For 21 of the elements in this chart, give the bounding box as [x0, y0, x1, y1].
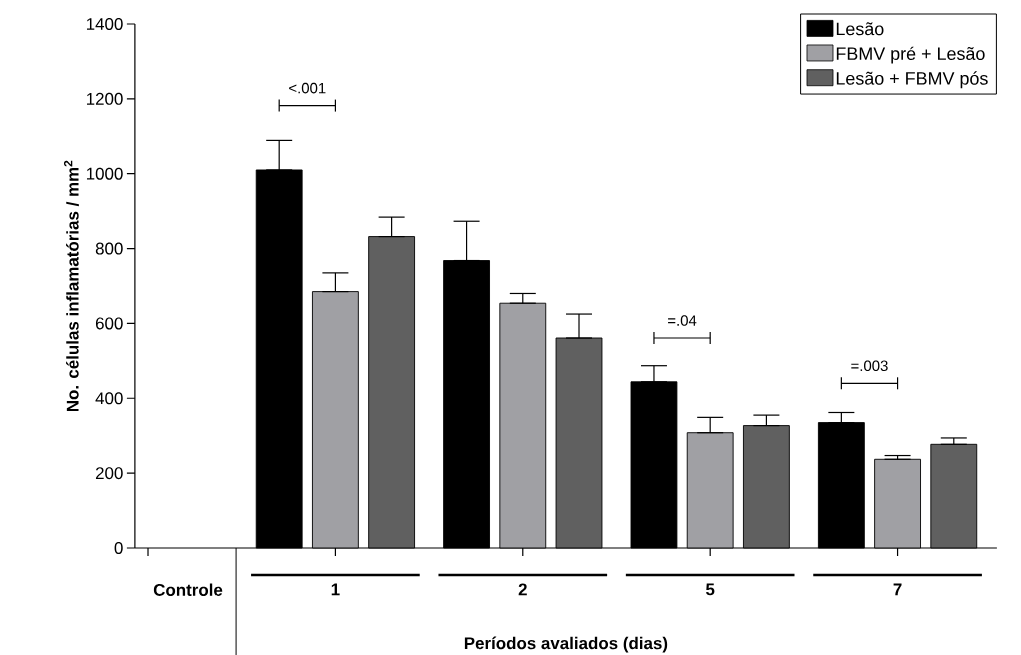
- y-tick-label: 800: [95, 242, 123, 255]
- x-tick-label: 5: [705, 583, 715, 596]
- legend-label: Lesão + FBMV pós: [836, 71, 988, 89]
- x-tick-label: 7: [893, 583, 902, 596]
- annotation: <.001: [289, 82, 326, 94]
- y-tick-label: 0: [114, 541, 123, 554]
- legend-label: Lesão: [836, 22, 884, 36]
- y-tick-label: 1000: [86, 167, 123, 180]
- y-tick-label: 1400: [86, 17, 123, 30]
- x-tick-label: 2: [518, 583, 527, 596]
- x-tick-label: Controle: [153, 583, 223, 596]
- y-tick-label: 600: [95, 317, 123, 330]
- x-axis-title: Períodos avaliados (dias): [464, 636, 668, 653]
- annotation: =.003: [851, 360, 888, 372]
- y-tick-label: 1200: [86, 92, 123, 105]
- x-tick-label: 1: [331, 583, 340, 596]
- legend-label: FBMV pré + Lesão: [836, 46, 985, 64]
- y-tick-label: 400: [95, 392, 123, 405]
- y-tick-label: 200: [95, 467, 123, 480]
- y-axis-title: No. células inflamatórias / mm$^{2}$: [63, 160, 79, 412]
- annotation: =.04: [668, 315, 697, 326]
